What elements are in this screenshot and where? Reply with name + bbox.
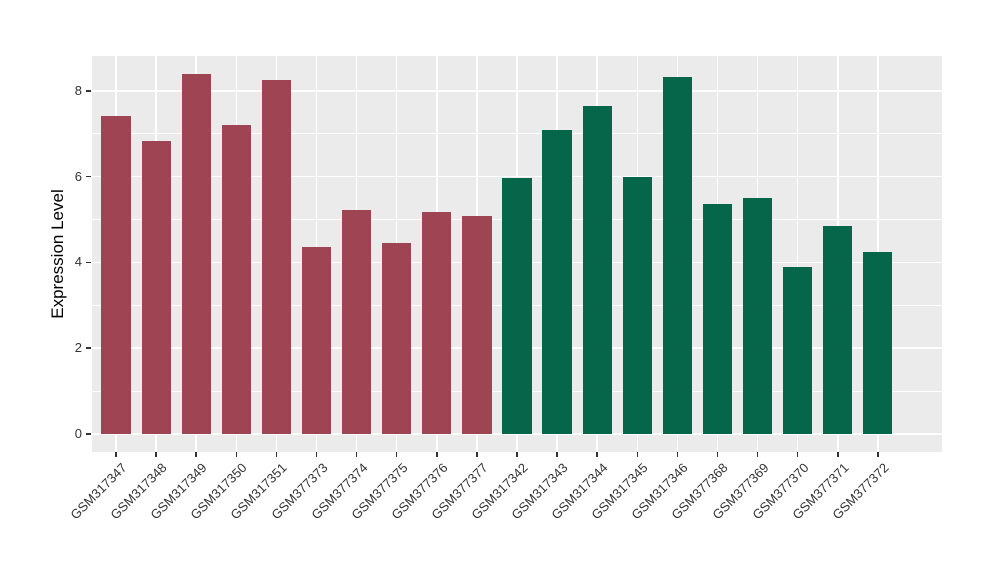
bar-GSM317344 — [582, 105, 612, 434]
y-tick-mark — [86, 90, 91, 92]
x-tick-mark — [436, 452, 438, 457]
bar-GSM317343 — [542, 129, 572, 434]
bar-GSM377374 — [341, 210, 372, 434]
x-tick-mark — [516, 452, 518, 457]
y-tick-label: 8 — [74, 82, 82, 98]
y-tick-label: 6 — [74, 168, 82, 184]
x-tick-mark — [155, 452, 157, 457]
bar-GSM377377 — [462, 215, 492, 434]
bar-GSM317345 — [622, 176, 652, 434]
bar-GSM317342 — [502, 177, 532, 434]
y-tick-mark — [86, 433, 91, 435]
bar-GSM377375 — [382, 243, 412, 434]
y-axis-title: Expression Level — [48, 189, 67, 319]
y-tick-mark — [86, 261, 91, 264]
bar-GSM317349 — [181, 74, 211, 434]
bar-GSM377368 — [702, 204, 733, 434]
bar-GSM377371 — [823, 225, 853, 434]
x-tick-mark — [596, 452, 598, 457]
x-tick-mark — [636, 452, 639, 457]
y-tick-mark — [86, 175, 91, 178]
bar-GSM317347 — [101, 116, 131, 434]
x-tick-mark — [756, 452, 759, 457]
bar-GSM377376 — [422, 212, 452, 434]
bar-GSM317346 — [662, 76, 692, 434]
bar-GSM377373 — [301, 247, 332, 434]
x-tick-mark — [355, 452, 358, 457]
x-tick-mark — [115, 452, 117, 457]
x-tick-mark — [275, 452, 278, 457]
x-tick-mark — [556, 452, 558, 457]
bar-GSM377369 — [742, 198, 773, 434]
y-tick-label: 2 — [74, 340, 82, 356]
x-tick-mark — [877, 452, 879, 457]
x-tick-mark — [716, 452, 719, 457]
plot-panel — [92, 56, 942, 452]
y-tick-mark — [86, 347, 91, 349]
gridline-vertical — [796, 56, 799, 452]
x-tick-mark — [476, 452, 478, 457]
bar-GSM377370 — [783, 267, 813, 434]
bar-GSM317348 — [141, 140, 171, 434]
y-tick-label: 0 — [74, 425, 82, 441]
y-tick-label: 4 — [74, 254, 82, 270]
bar-GSM377372 — [863, 252, 893, 434]
x-tick-mark — [315, 452, 318, 457]
x-tick-mark — [395, 452, 398, 457]
x-tick-mark — [837, 452, 839, 457]
x-tick-mark — [796, 452, 799, 457]
x-tick-mark — [195, 452, 197, 457]
x-tick-mark — [235, 452, 238, 457]
bar-GSM317351 — [261, 80, 292, 434]
bar-GSM317350 — [221, 125, 251, 434]
x-tick-mark — [676, 452, 679, 457]
